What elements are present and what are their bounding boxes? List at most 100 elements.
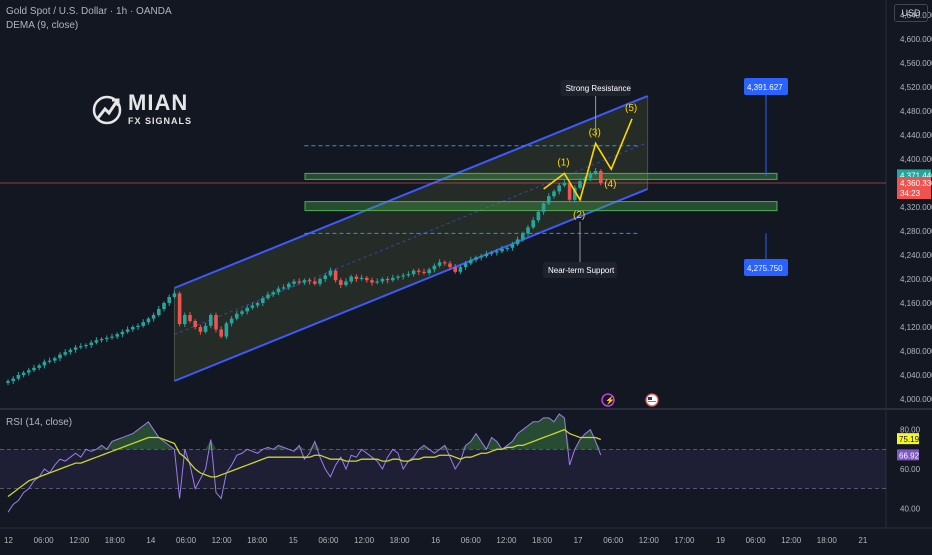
candle-body[interactable]: [16, 375, 21, 379]
candle-body[interactable]: [500, 249, 504, 252]
candle-body[interactable]: [448, 263, 452, 267]
candle-body[interactable]: [250, 305, 255, 308]
currency-button[interactable]: USD: [894, 4, 928, 22]
candle-body[interactable]: [11, 378, 15, 381]
candle-body[interactable]: [47, 360, 52, 362]
rsi-ma-line[interactable]: [7, 428, 602, 498]
candle-body[interactable]: [557, 185, 561, 192]
candle-body[interactable]: [313, 281, 317, 284]
candle-body[interactable]: [495, 251, 499, 253]
candle-body[interactable]: [479, 256, 483, 258]
candle-body[interactable]: [359, 277, 364, 279]
rsi-axis[interactable]: 40.00 60.00 80.00: [900, 426, 921, 514]
candle-body[interactable]: [120, 331, 125, 335]
candle-body[interactable]: [68, 349, 73, 353]
candle-body[interactable]: [505, 247, 509, 249]
candle-body[interactable]: [146, 318, 151, 323]
candle-body[interactable]: [53, 358, 57, 361]
candle-body[interactable]: [141, 322, 145, 326]
candle-body[interactable]: [136, 325, 140, 327]
candle-body[interactable]: [469, 259, 473, 264]
price-axis[interactable]: 4,000.000 4,040.000 4,080.000 4,120.000 4,16…: [900, 11, 932, 404]
candle-body[interactable]: [167, 297, 171, 303]
candle-body[interactable]: [302, 280, 307, 283]
candle-body[interactable]: [401, 275, 405, 277]
candle-body[interactable]: [458, 267, 463, 272]
candle-body[interactable]: [203, 325, 208, 332]
candle-body[interactable]: [224, 323, 229, 337]
candle-body[interactable]: [375, 281, 379, 283]
candle-body[interactable]: [255, 303, 260, 306]
candle-body[interactable]: [125, 329, 130, 332]
candle-body[interactable]: [266, 294, 270, 299]
zone-box[interactable]: [304, 172, 778, 180]
candle-body[interactable]: [84, 345, 88, 347]
candle-body[interactable]: [443, 262, 447, 264]
candle-body[interactable]: [521, 233, 525, 240]
candle-body[interactable]: [276, 288, 281, 293]
candle-body[interactable]: [588, 173, 593, 179]
candle-body[interactable]: [437, 262, 442, 266]
candle-body[interactable]: [209, 315, 213, 326]
candle-body[interactable]: [328, 270, 333, 276]
lower-target-box[interactable]: [744, 259, 788, 276]
rsi-legend[interactable]: RSI (14, close): [6, 417, 73, 428]
candle-body[interactable]: [99, 339, 104, 341]
candle-body[interactable]: [380, 279, 385, 282]
candle-body[interactable]: [365, 277, 369, 281]
candle-body[interactable]: [391, 277, 395, 281]
candle-body[interactable]: [307, 280, 312, 282]
candle-body[interactable]: [229, 318, 234, 324]
candle-body[interactable]: [406, 274, 411, 276]
candle-body[interactable]: [32, 367, 36, 371]
candle-body[interactable]: [370, 280, 374, 283]
candle-body[interactable]: [427, 269, 431, 273]
candle-body[interactable]: [536, 211, 541, 221]
candle-body[interactable]: [261, 298, 265, 303]
candle-body[interactable]: [339, 280, 343, 285]
candle-body[interactable]: [349, 276, 353, 282]
candle-body[interactable]: [593, 171, 598, 174]
candle-body[interactable]: [453, 267, 457, 272]
channel-upper-line[interactable]: [174, 95, 648, 289]
candle-body[interactable]: [271, 292, 275, 295]
candle-body[interactable]: [188, 315, 192, 321]
candle-body[interactable]: [510, 244, 515, 248]
candle-body[interactable]: [333, 270, 338, 281]
candle-body[interactable]: [417, 270, 421, 272]
candle-body[interactable]: [396, 276, 400, 278]
candle-body[interactable]: [281, 287, 286, 289]
candle-body[interactable]: [547, 196, 551, 204]
candle-body[interactable]: [193, 321, 197, 327]
candle-body[interactable]: [110, 336, 114, 338]
candle-body[interactable]: [354, 276, 359, 279]
candle-body[interactable]: [292, 281, 296, 284]
candle-body[interactable]: [526, 227, 530, 234]
candle-body[interactable]: [131, 327, 135, 330]
candle-body[interactable]: [411, 270, 416, 275]
candle-body[interactable]: [177, 293, 182, 324]
candle-body[interactable]: [562, 183, 567, 186]
candle-body[interactable]: [115, 334, 119, 337]
candle-body[interactable]: [183, 315, 187, 324]
zone-box[interactable]: [304, 201, 778, 212]
candle-body[interactable]: [235, 313, 239, 319]
candle-body[interactable]: [463, 263, 468, 267]
candle-body[interactable]: [318, 279, 322, 284]
symbol-legend[interactable]: Gold Spot / U.S. Dollar · 1h · OANDA: [6, 6, 172, 17]
candle-body[interactable]: [240, 311, 244, 314]
candle-body[interactable]: [531, 220, 535, 228]
candle-body[interactable]: [323, 275, 327, 279]
candle-body[interactable]: [63, 352, 67, 355]
candle-body[interactable]: [6, 381, 10, 383]
lightning-icon[interactable]: ⚡: [601, 393, 615, 407]
elliott-wave-path[interactable]: [543, 118, 633, 202]
candle-body[interactable]: [344, 281, 348, 285]
candle-body[interactable]: [552, 191, 556, 197]
candle-body[interactable]: [567, 183, 572, 200]
candle-body[interactable]: [422, 271, 426, 273]
candle-body[interactable]: [94, 340, 99, 343]
candle-body[interactable]: [541, 203, 546, 212]
